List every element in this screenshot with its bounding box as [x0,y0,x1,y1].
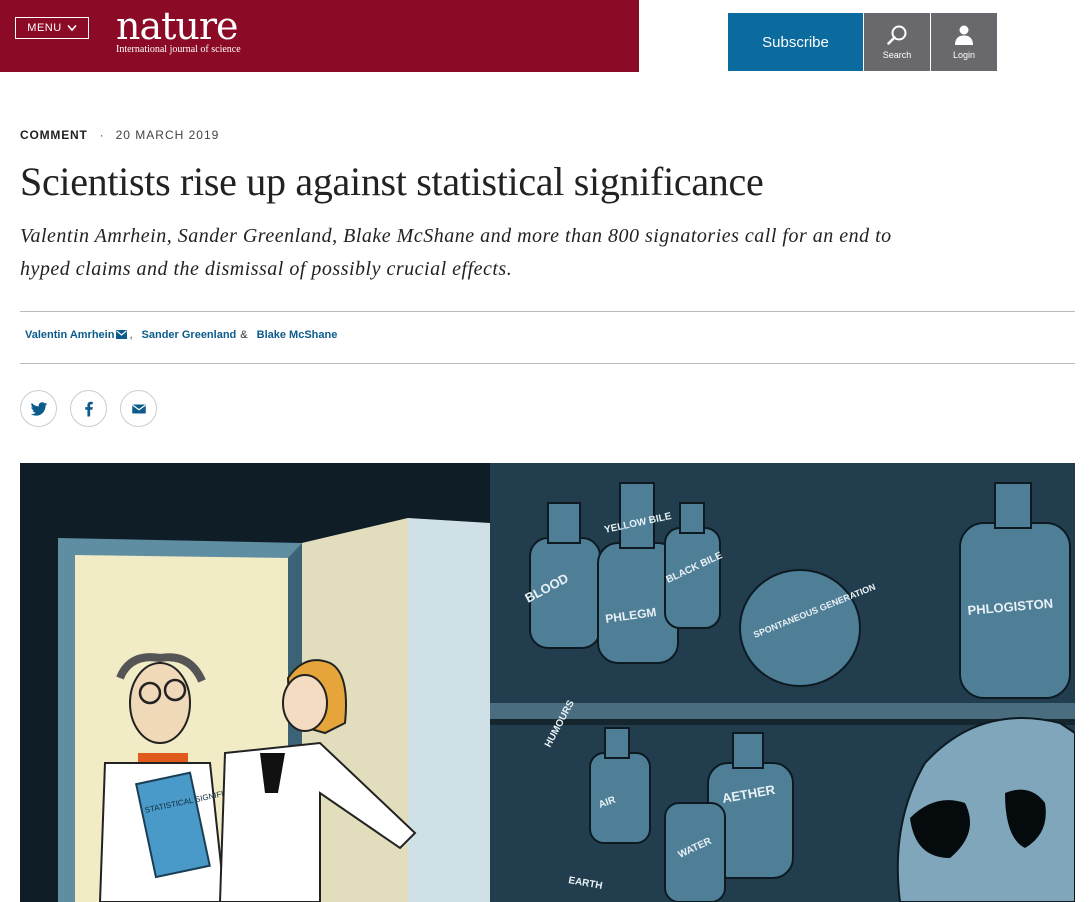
scientist-man: STATISTICAL SIGNIFICANCE [98,653,252,902]
illustration-art: STATISTICAL SIGNIFICANCE [20,463,1075,902]
hero-illustration: STATISTICAL SIGNIFICANCE [20,463,1075,902]
article-meta: COMMENT · 20 MARCH 2019 [20,128,219,142]
envelope-icon [116,330,128,339]
share-twitter-button[interactable] [20,390,57,427]
meta-separator: · [99,128,104,142]
divider-bottom [20,363,1075,364]
author-list: Valentin Amrhein , Sander Greenland & Bl… [25,329,337,341]
share-facebook-button[interactable] [70,390,107,427]
author-link[interactable]: Blake McShane [256,329,338,341]
label-phlogiston: PHLOGISTON [967,596,1054,618]
menu-label: MENU [27,22,62,34]
login-label: Login [952,50,976,60]
menu-button[interactable]: MENU [15,17,89,39]
login-button[interactable]: Login [931,13,997,71]
article-date: 20 MARCH 2019 [115,128,220,142]
nature-logo[interactable]: nature International journal of science [116,6,241,55]
search-button[interactable]: Search [864,13,930,71]
article-type: COMMENT [20,128,88,142]
open-door [408,518,490,902]
article-title: Scientists rise up against statistical s… [20,159,764,204]
logo-tagline: International journal of science [116,44,241,55]
scientist-woman [218,659,417,902]
divider-top [20,311,1075,312]
share-email-button[interactable] [120,390,157,427]
author-separator: & [240,329,248,341]
search-label: Search [882,50,912,60]
twitter-icon [30,401,47,416]
subscribe-label: Subscribe [762,33,829,51]
search-icon [887,25,907,45]
bottle-water [664,802,726,902]
email-icon [131,404,146,413]
subscribe-button[interactable]: Subscribe [728,13,863,71]
bottle-air [589,752,651,844]
flask-spontaneous-generation [739,569,861,687]
author-link[interactable]: Valentin Amrhein [25,329,115,341]
author-link[interactable]: Sander Greenland [141,329,237,341]
facebook-icon [84,401,93,416]
shelf [490,703,1075,719]
author-email-link[interactable] [114,329,128,341]
user-icon [955,25,973,45]
logo-word: nature [116,4,239,48]
author-separator: , [129,329,133,341]
chevron-down-icon [67,24,77,32]
masthead: MENU nature International journal of sci… [0,0,639,72]
article-standfirst: Valentin Amrhein, Sander Greenland, Blak… [20,225,892,280]
